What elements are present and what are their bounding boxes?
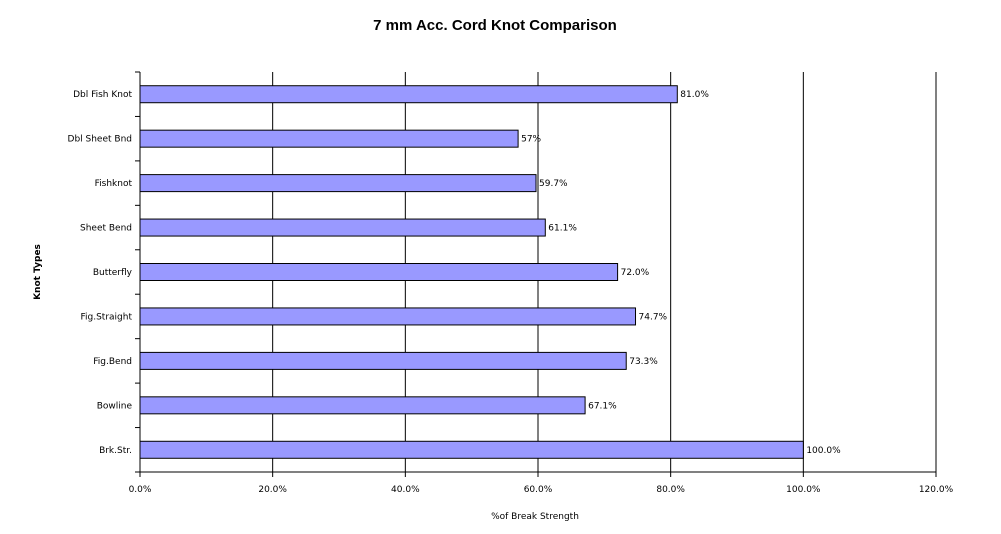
chart-title: 7 mm Acc. Cord Knot Comparison [373, 17, 617, 34]
data-label: 61.1% [548, 224, 577, 234]
category-label: Fig.Bend [93, 357, 132, 367]
bar [139, 351, 627, 370]
data-label: 100.0% [806, 446, 841, 456]
category-label: Bowline [97, 401, 133, 411]
x-tick-label: 40.0% [391, 485, 420, 495]
data-label: 74.7% [639, 312, 668, 322]
bar [139, 307, 637, 326]
category-label: Brk.Str. [99, 446, 132, 456]
bar [139, 218, 546, 237]
data-label: 72.0% [621, 268, 650, 278]
x-tick-label: 60.0% [524, 485, 553, 495]
data-label: 57% [521, 135, 541, 145]
bar [139, 129, 519, 148]
x-tick-label: 100.0% [786, 485, 821, 495]
data-label: 73.3% [629, 357, 658, 367]
bars [139, 85, 804, 459]
bar [139, 263, 619, 281]
axes [135, 71, 937, 477]
bar [139, 396, 586, 415]
category-labels: Dbl Fish Knot Dbl Sheet Bnd Fishknot Sheet … [68, 90, 133, 456]
bar [139, 440, 804, 459]
category-label: Dbl Fish Knot [73, 90, 132, 100]
data-label: 67.1% [588, 401, 617, 411]
category-label: Dbl Sheet Bnd [68, 135, 132, 145]
bar [139, 85, 678, 104]
category-label: Sheet Bend [80, 224, 132, 234]
x-tick-label: 80.0% [656, 485, 685, 495]
x-tick-label: 0.0% [129, 485, 152, 495]
bar [139, 174, 537, 193]
x-tick-label: 20.0% [258, 485, 287, 495]
data-labels: 81.0% 57% 59.7% 61.1% 72.0% 74.7% 73.3% 67.1% 10… [521, 90, 841, 456]
category-label: Butterfly [93, 268, 133, 278]
x-tick-label: 120.0% [919, 485, 954, 495]
x-tick-labels: 0.0% 20.0% 40.0% 60.0% 80.0% 100.0% 120.0% [129, 485, 954, 495]
x-axis-label: %of Break Strength [491, 512, 579, 522]
category-label: Fig.Straight [81, 312, 133, 322]
data-label: 81.0% [680, 90, 709, 100]
data-label: 59.7% [539, 179, 568, 189]
y-axis-label: Knot Types [33, 244, 43, 300]
category-label: Fishknot [95, 179, 133, 189]
